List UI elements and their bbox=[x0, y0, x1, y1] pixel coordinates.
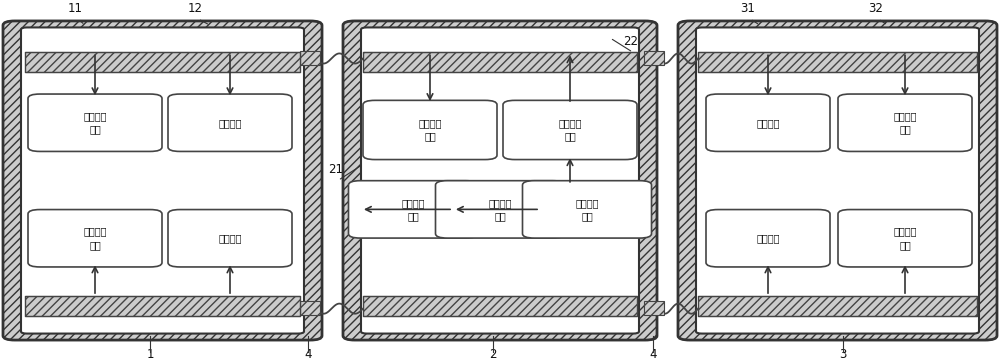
FancyBboxPatch shape bbox=[706, 209, 830, 267]
Text: 报文处理
电路: 报文处理 电路 bbox=[488, 198, 512, 221]
FancyBboxPatch shape bbox=[838, 94, 972, 152]
FancyBboxPatch shape bbox=[21, 27, 304, 334]
FancyBboxPatch shape bbox=[168, 94, 292, 152]
Bar bbox=[300, 301, 320, 315]
Text: 21: 21 bbox=[328, 163, 343, 176]
Text: 1: 1 bbox=[146, 348, 154, 361]
FancyBboxPatch shape bbox=[343, 21, 657, 340]
Text: 谐振匹配
电路: 谐振匹配 电路 bbox=[893, 227, 917, 250]
FancyBboxPatch shape bbox=[838, 209, 972, 267]
FancyBboxPatch shape bbox=[349, 181, 478, 238]
Bar bbox=[363, 296, 637, 316]
Bar bbox=[644, 301, 664, 315]
FancyBboxPatch shape bbox=[678, 21, 997, 340]
Text: 振荡发送
电路: 振荡发送 电路 bbox=[558, 118, 582, 142]
Bar bbox=[698, 52, 977, 72]
Text: 谐振匹配
电路: 谐振匹配 电路 bbox=[83, 111, 107, 134]
Text: 32: 32 bbox=[868, 1, 883, 14]
Text: 12: 12 bbox=[188, 1, 203, 14]
Text: 2: 2 bbox=[489, 348, 497, 361]
Bar bbox=[363, 52, 637, 72]
Text: 报文储存
电路: 报文储存 电路 bbox=[575, 198, 599, 221]
Text: 保护电路: 保护电路 bbox=[756, 233, 780, 243]
FancyBboxPatch shape bbox=[28, 94, 162, 152]
Text: 谐振匹配
电路: 谐振匹配 电路 bbox=[893, 111, 917, 134]
Text: 4: 4 bbox=[304, 348, 312, 361]
FancyBboxPatch shape bbox=[28, 209, 162, 267]
Bar bbox=[644, 51, 664, 65]
Text: 22: 22 bbox=[623, 35, 638, 48]
Text: 4: 4 bbox=[649, 348, 657, 361]
Text: 31: 31 bbox=[740, 1, 755, 14]
Text: 报文改写
电路: 报文改写 电路 bbox=[401, 198, 425, 221]
Text: 保护电路: 保护电路 bbox=[218, 118, 242, 128]
Text: 11: 11 bbox=[68, 1, 83, 14]
FancyBboxPatch shape bbox=[522, 181, 652, 238]
Text: 3: 3 bbox=[839, 348, 847, 361]
Text: 保护电路: 保护电路 bbox=[756, 118, 780, 128]
Text: 谐振匹配
电路: 谐振匹配 电路 bbox=[83, 227, 107, 250]
FancyBboxPatch shape bbox=[3, 21, 322, 340]
FancyBboxPatch shape bbox=[696, 27, 979, 334]
Bar bbox=[300, 51, 320, 65]
Text: 能量转换
电路: 能量转换 电路 bbox=[418, 118, 442, 142]
FancyBboxPatch shape bbox=[503, 100, 637, 160]
FancyBboxPatch shape bbox=[436, 181, 564, 238]
FancyBboxPatch shape bbox=[361, 27, 639, 334]
Bar bbox=[25, 296, 300, 316]
FancyBboxPatch shape bbox=[363, 100, 497, 160]
FancyBboxPatch shape bbox=[706, 94, 830, 152]
FancyBboxPatch shape bbox=[168, 209, 292, 267]
Bar bbox=[25, 52, 300, 72]
Text: 保护电路: 保护电路 bbox=[218, 233, 242, 243]
Bar bbox=[698, 296, 977, 316]
